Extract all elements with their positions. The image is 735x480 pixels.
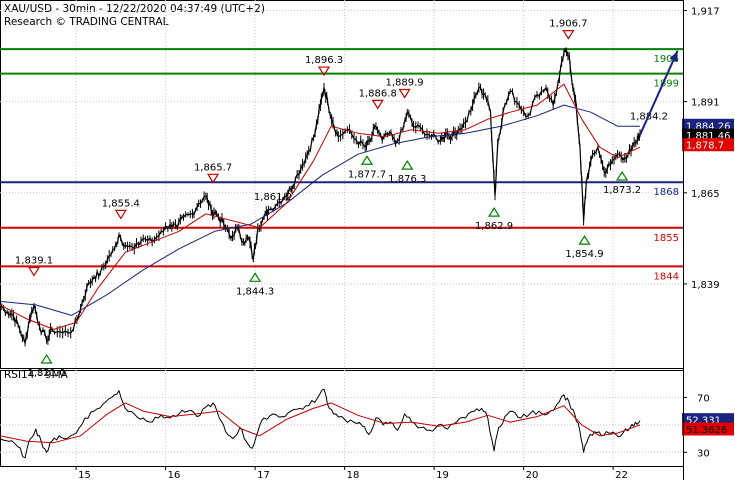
- x-tick-label: 22: [615, 470, 628, 480]
- y-tick-label: 1,891: [691, 98, 720, 109]
- annotation-label: 1,854.9: [565, 249, 603, 260]
- level-label: 1868: [654, 187, 679, 198]
- price-series-line: [0, 49, 641, 345]
- level-label: 1844: [654, 271, 679, 282]
- low-marker: [401, 160, 414, 170]
- x-tick-label: 16: [168, 470, 181, 480]
- high-marker: [398, 88, 411, 99]
- rsi-tag-label: 51.3626: [686, 425, 727, 436]
- low-marker: [40, 353, 53, 364]
- x-tick-label: 20: [526, 470, 539, 480]
- rsi-tag-label: 52.331: [686, 416, 721, 427]
- price-tag: [682, 138, 734, 152]
- annotation-label: 1,844.3: [236, 286, 274, 297]
- ma-blue-line: [0, 104, 640, 316]
- y-tick-label: 1,917: [691, 7, 720, 18]
- x-tick-label: 18: [347, 470, 360, 480]
- high-marker: [371, 99, 384, 110]
- low-marker: [616, 170, 629, 181]
- rsi-tick-label: 70: [697, 393, 710, 404]
- annotation-label: 1,877.7: [348, 169, 386, 180]
- y-tick-label: 1,865: [691, 189, 720, 200]
- low-marker: [249, 272, 262, 282]
- price-tag-label: 1,884.26: [686, 121, 731, 132]
- annotation-label: 1,861.2: [254, 192, 292, 203]
- rsi-tick-label: 30: [697, 448, 710, 459]
- price-tag-label: 1,878.7: [686, 141, 724, 152]
- annotation-label: 1,839.1: [15, 256, 53, 267]
- high-marker: [114, 209, 127, 220]
- forecast-arrow: [639, 50, 679, 136]
- annotation-label: 1,873.2: [603, 185, 641, 196]
- level-label: 1899: [654, 79, 679, 90]
- annotation-label: 1,876.3: [388, 174, 426, 185]
- annotation-label: 1,906.7: [549, 19, 587, 30]
- price-tag-label: 1,881.46: [686, 131, 731, 142]
- low-marker: [360, 155, 374, 165]
- low-marker: [578, 235, 591, 245]
- price-panel: 1,917 1,891 1,865 1,839 1906 1899 1868 1855 1844…: [0, 0, 734, 379]
- chart-title: XAU/USD - 30min - 12/22/2020 04:37:49 (U…: [4, 3, 265, 15]
- forecast-arrowhead: [669, 50, 678, 62]
- y-tick-label: 1,839: [691, 280, 720, 291]
- annotation-label: 1,821.0: [27, 368, 65, 379]
- x-tick-label: 17: [257, 470, 270, 480]
- rsi-ma-line: [0, 402, 641, 444]
- rsi-tag: [682, 422, 734, 436]
- annotation-label: 1,865.7: [194, 162, 232, 173]
- chart-credit: Research © TRADING CENTRAL: [4, 16, 169, 28]
- annotation-label: 1,889.9: [386, 77, 424, 88]
- annotation-label: 1,862.9: [475, 221, 513, 232]
- annotation-label: 1,896.3: [305, 55, 343, 66]
- price-tag: [682, 118, 734, 132]
- high-marker: [562, 30, 575, 40]
- low-marker: [488, 206, 501, 217]
- high-marker: [206, 173, 220, 184]
- level-label: 1855: [654, 233, 679, 244]
- high-marker: [27, 266, 41, 277]
- high-marker: [317, 66, 331, 77]
- level-label: 1906: [654, 54, 679, 65]
- x-tick-label: 19: [436, 470, 449, 480]
- rsi-title: RSI14 - 9MA: [4, 369, 69, 381]
- ma-red-line: [0, 83, 641, 330]
- annotation-label: 1,855.4: [102, 198, 140, 209]
- x-tick-label: 15: [78, 470, 91, 480]
- annotation-label: 1,886.8: [359, 88, 397, 99]
